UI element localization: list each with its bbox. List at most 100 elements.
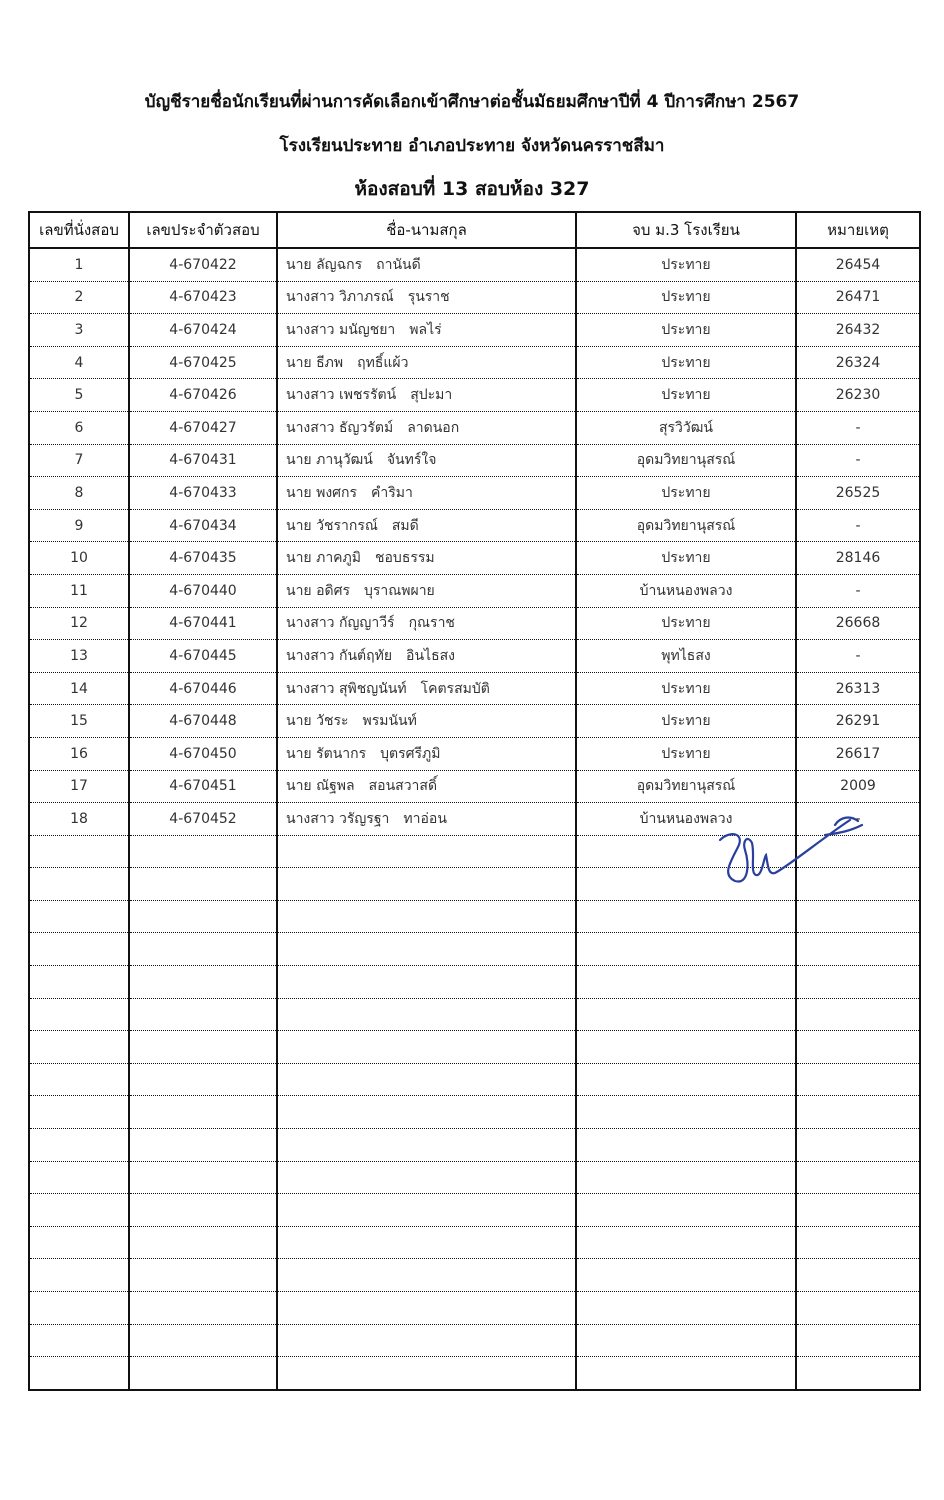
last-name: บุราณพผาย <box>364 582 435 599</box>
note: - <box>795 639 921 673</box>
previous-school: ประทาย <box>575 346 797 380</box>
note: - <box>795 411 921 445</box>
empty-cell <box>276 1063 577 1097</box>
empty-cell <box>276 1291 577 1325</box>
note: 26313 <box>795 672 921 706</box>
last-name: โคตรสมบัติ <box>420 680 490 697</box>
table-row: 3 4-670424 นางสาว มนัญชยา พลไร่ ประทาย 26432 <box>28 313 921 347</box>
empty-cell <box>276 998 577 1032</box>
name-prefix: นาย <box>286 778 312 795</box>
previous-school: ประทาย <box>575 378 797 412</box>
empty-table-row <box>28 1030 921 1064</box>
empty-cell <box>128 965 278 999</box>
empty-table-row <box>28 1128 921 1162</box>
empty-cell <box>276 867 577 901</box>
empty-cell <box>128 1161 278 1195</box>
note: 2009 <box>795 770 921 804</box>
seat-number: 14 <box>28 672 130 706</box>
last-name: ลาดนอก <box>407 419 460 436</box>
name-prefix: นางสาว <box>286 615 335 632</box>
last-name: คำริมา <box>371 484 413 501</box>
empty-cell <box>575 1324 797 1358</box>
empty-cell <box>575 900 797 934</box>
table-row: 8 4-670433 นาย พงศกร คำริมา ประทาย 26525 <box>28 476 921 510</box>
seat-number: 8 <box>28 476 130 510</box>
first-name: อดิศร <box>316 582 350 599</box>
empty-cell <box>575 998 797 1032</box>
name-prefix: นางสาว <box>286 419 335 436</box>
previous-school: ประทาย <box>575 248 797 282</box>
exam-id: 4-670451 <box>128 770 278 804</box>
empty-cell <box>28 1324 130 1358</box>
empty-cell <box>128 1258 278 1292</box>
empty-cell <box>575 1356 797 1391</box>
empty-cell <box>795 932 921 967</box>
empty-cell <box>276 1161 577 1195</box>
previous-school: สุรวิวัฒน์ <box>575 411 797 445</box>
table-row: 18 4-670452 นางสาว วรัญรฐา ทาอ่อน บ้านหนองพล… <box>28 802 921 836</box>
empty-table-row <box>28 1193 921 1227</box>
column-header-seat-no: เลขที่นั่งสอบ <box>28 211 130 249</box>
empty-cell <box>128 932 278 967</box>
previous-school: อุดมวิทยานุสรณ์ <box>575 509 797 543</box>
empty-cell <box>575 1095 797 1130</box>
first-name: ภานุวัฒน์ <box>316 452 373 469</box>
previous-school: ประทาย <box>575 476 797 510</box>
empty-cell <box>575 1258 797 1292</box>
document-title: บัญชีรายชื่อนักเรียนที่ผ่านการคัดเลือกเข… <box>144 92 800 112</box>
student-name: นาย ภานุวัฒน์ จันทร์ใจ <box>276 444 577 478</box>
empty-cell <box>28 1226 130 1260</box>
empty-cell <box>28 1193 130 1227</box>
empty-table-row <box>28 1291 921 1325</box>
exam-id: 4-670426 <box>128 378 278 412</box>
name-prefix: นาย <box>286 713 312 730</box>
exam-id: 4-670446 <box>128 672 278 706</box>
table-row: 16 4-670450 นาย รัตนากร บุตรศรีภูมิ ประทาย 26… <box>28 737 921 771</box>
name-prefix: นางสาว <box>286 387 335 404</box>
exam-id: 4-670422 <box>128 248 278 282</box>
student-name: นาย ธีภพ ฤทธิ์แผ้ว <box>276 346 577 380</box>
empty-cell <box>575 867 797 901</box>
empty-cell <box>128 835 278 869</box>
seat-number: 10 <box>28 541 130 575</box>
exam-id: 4-670448 <box>128 704 278 738</box>
empty-cell <box>276 1258 577 1292</box>
empty-cell <box>795 1226 921 1260</box>
student-name: นางสาว วรัญรฐา ทาอ่อน <box>276 802 577 836</box>
name-prefix: นางสาว <box>286 647 335 664</box>
empty-table-row <box>28 965 921 999</box>
empty-cell <box>276 1128 577 1162</box>
table-row: 11 4-670440 นาย อดิศร บุราณพผาย บ้านหนองพลวง… <box>28 574 921 608</box>
previous-school: ประทาย <box>575 737 797 771</box>
empty-cell <box>795 1095 921 1130</box>
student-name: นางสาว วิภาภรณ์ รุนราช <box>276 281 577 315</box>
first-name: กันต์ฤทัย <box>339 647 393 664</box>
empty-cell <box>575 965 797 999</box>
empty-cell <box>276 900 577 934</box>
empty-cell <box>128 900 278 934</box>
empty-cell <box>28 1161 130 1195</box>
empty-cell <box>128 1128 278 1162</box>
exam-id: 4-670440 <box>128 574 278 608</box>
exam-id: 4-670424 <box>128 313 278 347</box>
first-name: พงศกร <box>316 484 358 501</box>
empty-cell <box>128 1193 278 1227</box>
previous-school: ประทาย <box>575 704 797 738</box>
empty-cell <box>28 1063 130 1097</box>
empty-cell <box>128 1324 278 1358</box>
empty-cell <box>28 932 130 967</box>
empty-cell <box>28 1030 130 1064</box>
name-prefix: นาย <box>286 745 312 762</box>
seat-number: 3 <box>28 313 130 347</box>
empty-cell <box>575 932 797 967</box>
seat-number: 16 <box>28 737 130 771</box>
first-name: ธัญวรัตม์ <box>339 419 394 436</box>
empty-cell <box>28 867 130 901</box>
exam-id: 4-670423 <box>128 281 278 315</box>
first-name: ลัญฉกร <box>316 256 363 273</box>
empty-table-row <box>28 900 921 934</box>
table-row: 17 4-670451 นาย ณัฐพล สอนสวาสดิ์ อุดมวิทยานุ… <box>28 770 921 804</box>
name-prefix: นาย <box>286 582 312 599</box>
previous-school: ประทาย <box>575 313 797 347</box>
empty-cell <box>795 1356 921 1391</box>
